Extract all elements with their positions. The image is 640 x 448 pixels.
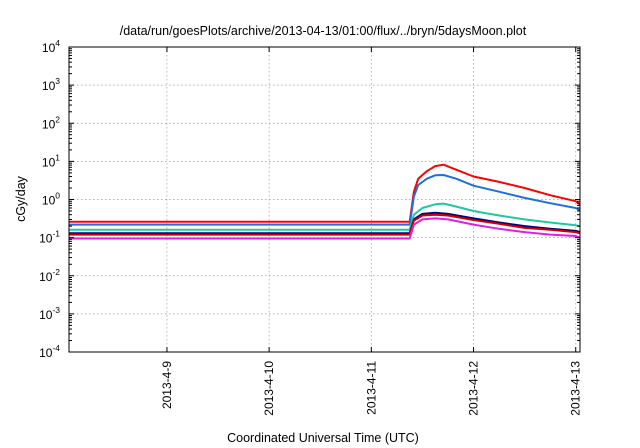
y-tick-label: 10-3 bbox=[39, 305, 60, 322]
y-tick-exponent: 3 bbox=[55, 76, 60, 86]
x-tick-label: 2013-4-10 bbox=[262, 361, 276, 416]
y-tick-exponent: -4 bbox=[52, 343, 60, 353]
y-tick-base: 10 bbox=[42, 194, 56, 208]
y-tick-base: 10 bbox=[42, 155, 56, 169]
y-tick-label: 101 bbox=[42, 152, 60, 169]
y-tick-label: 10-2 bbox=[39, 267, 60, 284]
x-tick-label: 2013-4-11 bbox=[364, 361, 378, 415]
chart-title: /data/run/goesPlots/archive/2013-04-13/0… bbox=[120, 24, 527, 38]
y-axis-label: cGy/day bbox=[14, 175, 28, 222]
y-tick-label: 103 bbox=[42, 76, 60, 93]
y-tick-base: 10 bbox=[42, 79, 56, 93]
y-tick-base: 10 bbox=[39, 308, 53, 322]
y-tick-label: 104 bbox=[42, 38, 60, 55]
series-line-5 bbox=[69, 213, 581, 236]
y-tick-label: 100 bbox=[42, 191, 60, 208]
y-tick-exponent: -2 bbox=[52, 267, 60, 277]
grid bbox=[69, 47, 580, 352]
y-tick-base: 10 bbox=[39, 232, 53, 246]
series-line-1 bbox=[69, 163, 581, 223]
plot-frame bbox=[68, 46, 581, 353]
y-tick-exponent: 0 bbox=[55, 191, 60, 201]
x-tick-label: 2013-4-13 bbox=[569, 361, 583, 416]
y-tick-exponent: 4 bbox=[55, 38, 60, 48]
x-axis-label: Coordinated Universal Time (UTC) bbox=[227, 431, 419, 445]
series-line-2 bbox=[69, 174, 581, 226]
y-tick-base: 10 bbox=[42, 117, 56, 131]
y-tick-exponent: 1 bbox=[55, 152, 60, 162]
x-tick-label: 2013-4-9 bbox=[160, 361, 174, 409]
x-axis: 2013-4-9 2013-4-10 2013-4-11 2013-4-12 2013-… bbox=[160, 47, 583, 416]
y-tick-label: 10-4 bbox=[39, 343, 60, 360]
series-line-3 bbox=[69, 202, 581, 231]
y-tick-base: 10 bbox=[39, 270, 53, 284]
y-tick-label: 10-1 bbox=[39, 229, 60, 246]
series-layer bbox=[69, 163, 581, 240]
series-line-6 bbox=[69, 217, 581, 240]
y-tick-base: 10 bbox=[39, 346, 53, 360]
y-tick-exponent: -3 bbox=[52, 305, 60, 315]
y-tick-exponent: -1 bbox=[52, 229, 60, 239]
x-tick-label: 2013-4-12 bbox=[467, 361, 481, 416]
series-line-4 bbox=[69, 211, 581, 235]
y-tick-label: 102 bbox=[42, 114, 60, 131]
y-tick-base: 10 bbox=[42, 41, 56, 55]
y-tick-exponent: 2 bbox=[55, 114, 60, 124]
